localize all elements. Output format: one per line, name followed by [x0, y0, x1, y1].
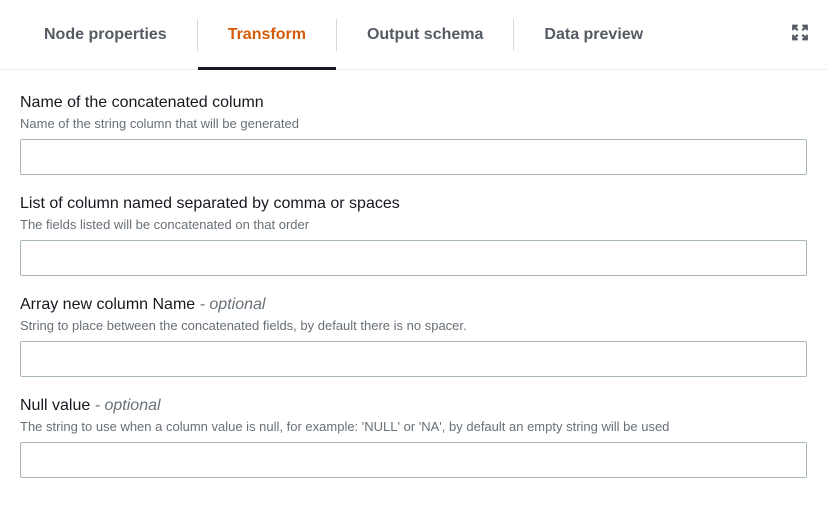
optional-tag: - optional: [200, 296, 266, 313]
tab-data-preview[interactable]: Data preview: [514, 0, 673, 69]
form-area: Name of the concatenated column Name of …: [0, 70, 827, 522]
tab-label: Output schema: [367, 26, 483, 44]
array-name-input[interactable]: [20, 341, 807, 377]
tab-transform[interactable]: Transform: [198, 0, 336, 69]
field-label: Name of the concatenated column: [20, 94, 807, 112]
field-array-name: Array new column Name - optional String …: [20, 296, 807, 377]
field-description: String to place between the concatenated…: [20, 318, 807, 333]
tab-label: Node properties: [44, 26, 167, 44]
null-value-input[interactable]: [20, 442, 807, 478]
field-description: The string to use when a column value is…: [20, 419, 807, 434]
label-text: Array new column Name: [20, 296, 195, 313]
tab-label: Transform: [228, 26, 306, 44]
column-list-input[interactable]: [20, 240, 807, 276]
field-column-list: List of column named separated by comma …: [20, 195, 807, 276]
concat-name-input[interactable]: [20, 139, 807, 175]
optional-tag: - optional: [95, 397, 161, 414]
tab-output-schema[interactable]: Output schema: [337, 0, 513, 69]
tab-node-properties[interactable]: Node properties: [14, 0, 197, 69]
field-label: Null value - optional: [20, 397, 807, 415]
expand-icon[interactable]: [791, 23, 809, 46]
field-null-value: Null value - optional The string to use …: [20, 397, 807, 478]
field-label: List of column named separated by comma …: [20, 195, 807, 213]
field-description: The fields listed will be concatenated o…: [20, 217, 807, 232]
field-label: Array new column Name - optional: [20, 296, 807, 314]
field-description: Name of the string column that will be g…: [20, 116, 807, 131]
field-concat-name: Name of the concatenated column Name of …: [20, 94, 807, 175]
tab-label: Data preview: [544, 26, 643, 44]
tab-bar: Node properties Transform Output schema …: [0, 0, 827, 70]
label-text: Null value: [20, 397, 90, 414]
